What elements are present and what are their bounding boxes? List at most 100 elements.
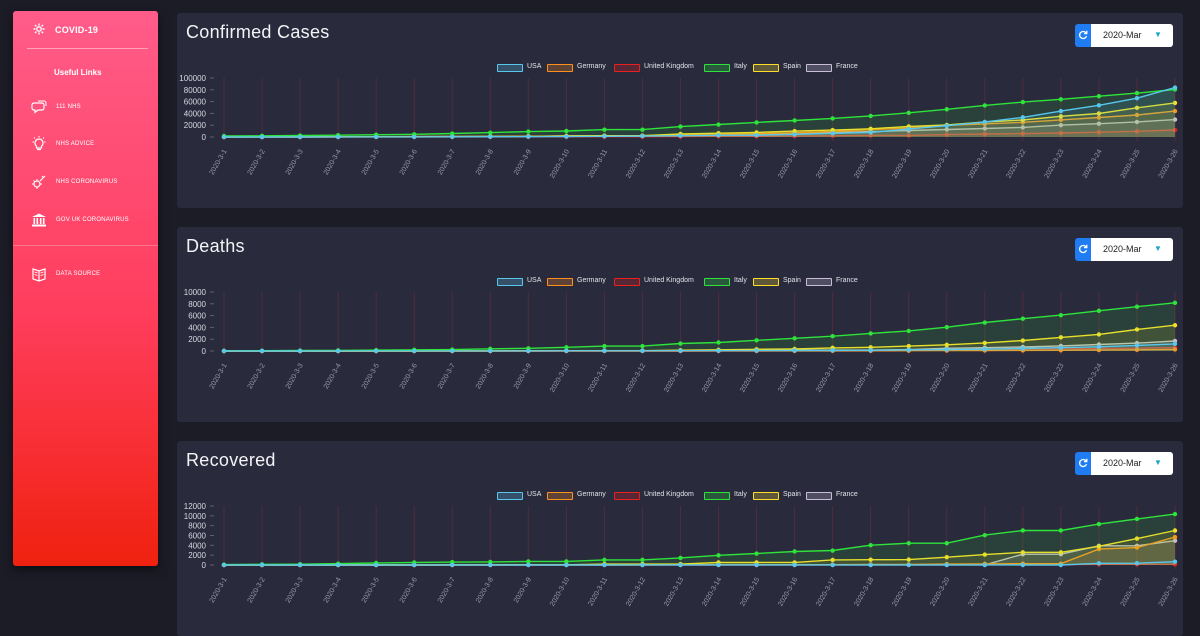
data-point — [716, 348, 721, 353]
refresh-icon — [1079, 458, 1088, 468]
data-point — [335, 562, 341, 568]
data-point — [906, 347, 911, 353]
data-point — [754, 348, 759, 353]
data-point — [1058, 122, 1064, 128]
sidebar-item-111-nhs[interactable]: 111 NHS — [13, 97, 158, 119]
data-point — [1134, 562, 1140, 567]
data-point — [982, 562, 987, 568]
x-tick-label: 2020-3-21 — [968, 362, 990, 393]
data-point — [297, 348, 303, 354]
data-point — [259, 134, 265, 140]
series-area — [224, 302, 1175, 351]
data-point — [488, 562, 493, 568]
data-point — [297, 348, 303, 354]
y-tick-label: 8000 — [188, 522, 206, 531]
data-point — [1096, 93, 1102, 99]
data-point — [792, 130, 797, 135]
data-point — [450, 562, 455, 568]
data-point — [450, 134, 455, 139]
data-point — [1172, 117, 1178, 122]
data-point — [830, 562, 835, 568]
data-point — [868, 562, 873, 568]
chat-icon — [31, 100, 47, 114]
series-line — [224, 129, 1176, 138]
refresh-icon — [1079, 30, 1088, 40]
x-tick-label: 2020-3-7 — [437, 362, 457, 390]
data-point — [373, 560, 379, 566]
y-tick-label: 10000 — [184, 512, 207, 521]
month-select[interactable]: 2020-Mar ▼ — [1091, 238, 1173, 261]
data-point — [1096, 121, 1102, 126]
data-point — [678, 124, 683, 129]
data-point — [640, 348, 645, 353]
data-point — [678, 132, 683, 138]
data-point — [830, 131, 835, 136]
series-area — [224, 564, 1175, 565]
x-tick-label: 2020-3-18 — [853, 362, 875, 393]
x-tick-label: 2020-3-4 — [323, 148, 343, 176]
series-line — [224, 536, 1176, 566]
data-point — [944, 127, 949, 132]
sidebar-item-data-source[interactable]: DATA SOURCE — [13, 264, 158, 286]
data-point — [754, 562, 759, 568]
data-point — [792, 347, 797, 353]
sidebar-item-gov-uk-coronavirus[interactable]: GOV UK CORONAVIRUS — [13, 210, 158, 232]
data-point — [526, 134, 531, 139]
brand[interactable]: COVID-19 — [13, 11, 158, 49]
data-point — [526, 134, 531, 139]
data-point — [906, 128, 911, 133]
data-point — [221, 348, 227, 353]
data-point — [1020, 115, 1026, 120]
data-point — [412, 348, 417, 354]
data-point — [526, 562, 531, 568]
data-point — [982, 532, 987, 538]
data-point — [1134, 119, 1140, 125]
data-point — [373, 347, 379, 353]
data-point — [335, 348, 341, 354]
refresh-button[interactable] — [1075, 452, 1091, 475]
data-point — [259, 562, 265, 568]
line-chart: 0 2000 4000 6000 8000 10000 2020-3-1 2020-3-2 20… — [184, 288, 1180, 394]
data-point — [678, 555, 683, 561]
x-tick-label: 2020-3-9 — [513, 148, 533, 176]
data-point — [335, 348, 341, 354]
data-point — [1172, 100, 1178, 106]
data-point — [450, 134, 455, 139]
sidebar-item-nhs-coronavirus[interactable]: NHS CORONAVIRUS — [13, 172, 158, 194]
legend-swatch — [497, 278, 523, 286]
data-point — [450, 348, 455, 354]
data-point — [259, 348, 265, 354]
series-area — [224, 514, 1175, 565]
month-select[interactable]: 2020-Mar ▼ — [1091, 24, 1173, 47]
data-point — [373, 134, 379, 140]
data-point — [906, 133, 911, 138]
data-point — [982, 561, 987, 567]
data-point — [754, 560, 759, 565]
data-point — [678, 561, 683, 567]
y-tick-label: 6000 — [188, 532, 206, 541]
data-point — [335, 348, 341, 353]
brand-divider — [27, 48, 148, 49]
data-point — [335, 348, 341, 354]
data-point — [297, 562, 303, 568]
x-tick-label: 2020-3-18 — [853, 148, 875, 179]
data-point — [412, 347, 417, 353]
refresh-button[interactable] — [1075, 24, 1091, 47]
data-point — [221, 133, 227, 139]
data-point — [1134, 112, 1140, 118]
month-select[interactable]: 2020-Mar ▼ — [1091, 452, 1173, 475]
y-tick-label: 60000 — [184, 98, 207, 107]
refresh-button[interactable] — [1075, 238, 1091, 261]
legend-label: Germany — [577, 491, 606, 498]
series-area — [224, 102, 1175, 137]
x-tick-label: 2020-3-5 — [361, 576, 381, 604]
x-tick-label: 2020-3-8 — [475, 362, 495, 390]
data-point — [259, 133, 265, 138]
sidebar-item-nhs-advice[interactable]: NHS ADVICE — [13, 134, 158, 156]
data-point — [259, 562, 265, 568]
data-point — [564, 559, 569, 564]
data-point — [830, 562, 835, 568]
data-point — [868, 348, 873, 353]
data-point — [602, 562, 607, 568]
data-point — [259, 134, 265, 140]
